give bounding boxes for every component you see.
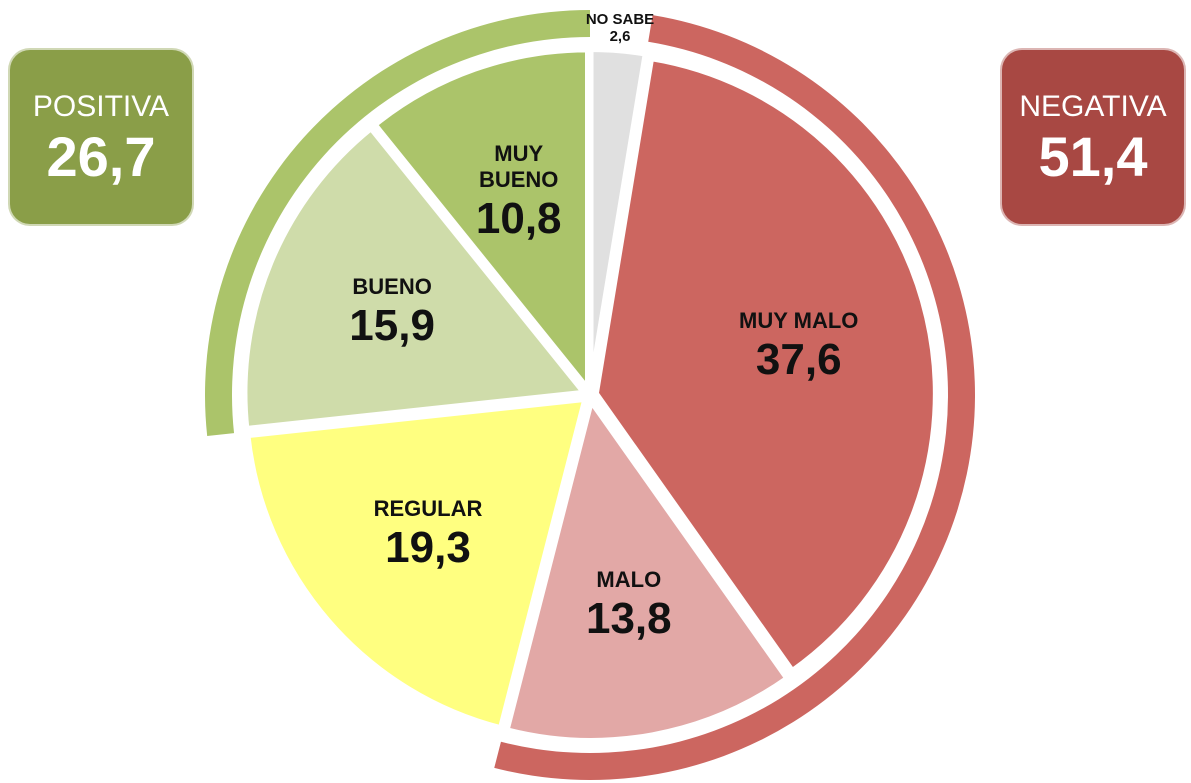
slice-label: NO SABE 2,6: [586, 11, 654, 45]
pie-slice: [503, 397, 791, 744]
summary-label: POSITIVA: [32, 90, 170, 123]
slice-value: 15,9: [349, 301, 435, 351]
slice-label: MALO 13,8: [586, 567, 672, 645]
slice-label: MUY MALO 37,6: [739, 308, 858, 386]
slice-name: MALO: [596, 566, 662, 592]
pie-slice: [241, 125, 588, 432]
summary-value: 51,4: [1038, 125, 1148, 188]
slice-value: 10,8: [475, 194, 562, 243]
slice-value: 13,8: [585, 593, 672, 643]
slice-name: MUY MALO: [739, 307, 859, 333]
slice-label: MUY BUENO 10,8: [474, 141, 564, 245]
slice-label: REGULAR 19,3: [374, 496, 483, 574]
slice-name: MUY BUENO: [478, 141, 559, 192]
slice-label: BUENO 15,9: [349, 274, 435, 352]
slice-value: 2,6: [609, 28, 631, 46]
slice-name: BUENO: [352, 274, 432, 300]
summary-box: POSITIVA 26,7: [8, 48, 194, 226]
summary-label: NEGATIVA: [1019, 90, 1167, 123]
pie-slice: [244, 395, 589, 732]
pie-slice: [592, 55, 939, 675]
slice-name: NO SABE: [585, 11, 655, 29]
slice-name: REGULAR: [373, 496, 483, 522]
summary-box: NEGATIVA 51,4: [1000, 48, 1186, 226]
summary-value: 26,7: [46, 125, 156, 188]
slice-value: 37,6: [755, 334, 842, 384]
slice-value: 19,3: [385, 523, 471, 573]
pie-slice: [371, 46, 592, 393]
